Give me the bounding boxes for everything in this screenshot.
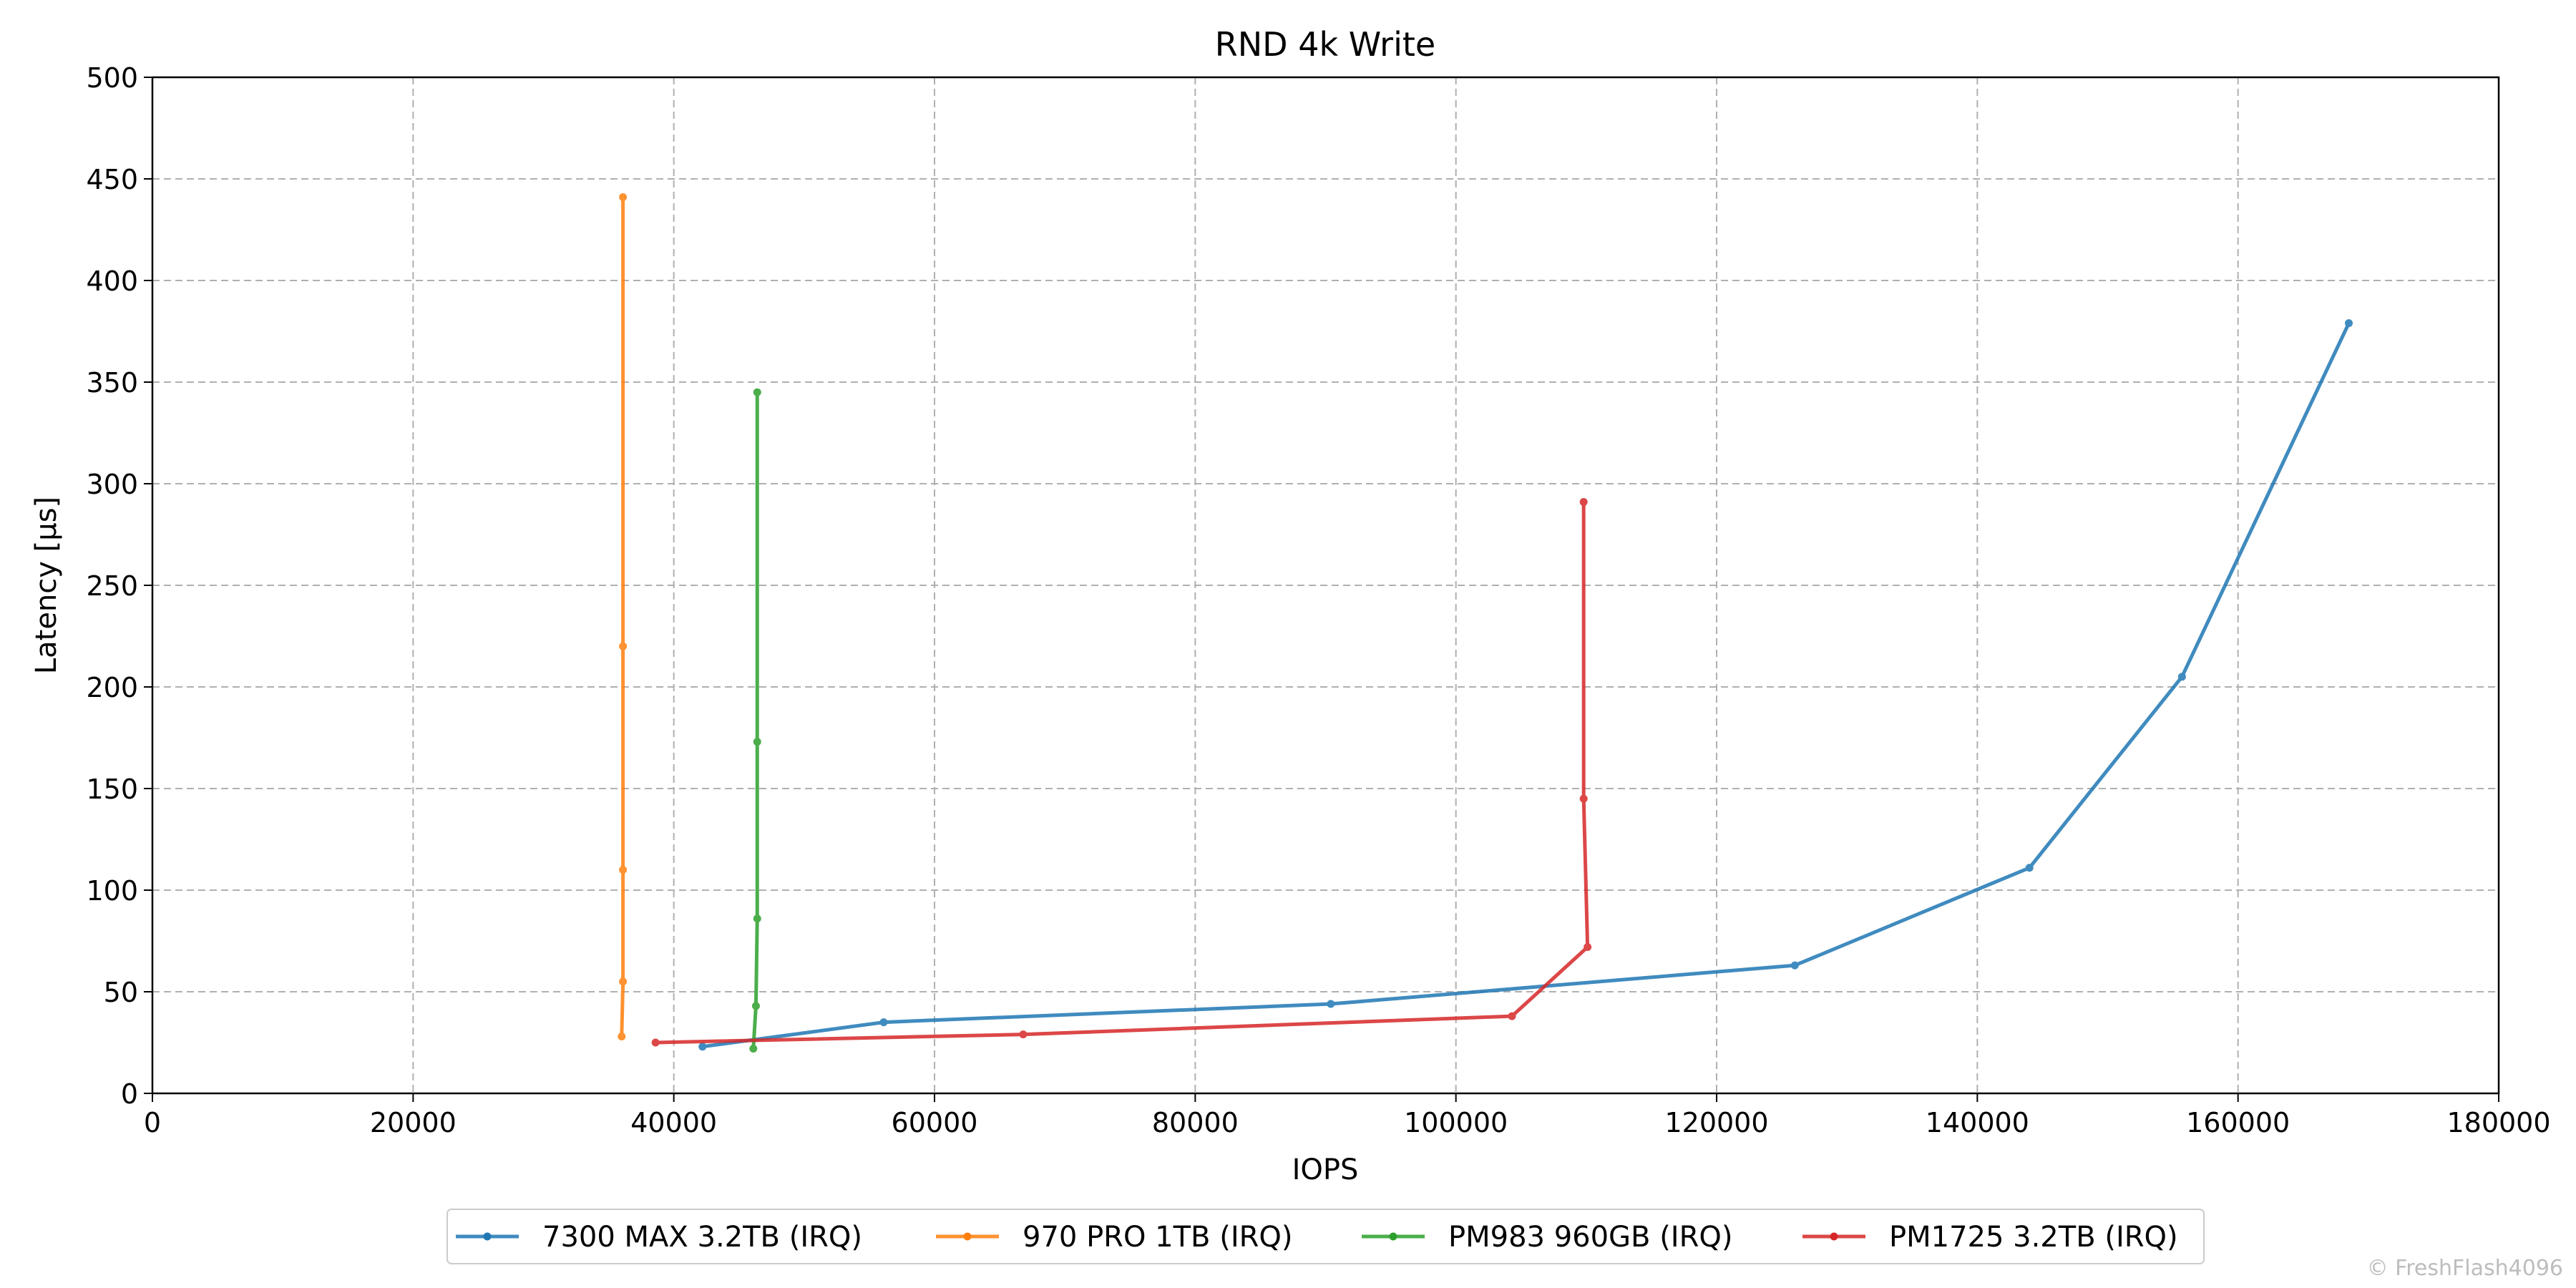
x-tick-label: 100000 xyxy=(1404,1107,1508,1138)
y-tick-label: 150 xyxy=(86,774,138,805)
x-tick-label: 180000 xyxy=(2446,1107,2550,1138)
y-tick-label: 500 xyxy=(86,62,138,94)
legend-label: 970 PRO 1TB (IRQ) xyxy=(1023,1221,1293,1254)
y-tick-label: 50 xyxy=(104,977,138,1008)
data-point xyxy=(2177,673,2186,681)
x-tick-label: 20000 xyxy=(370,1107,457,1138)
x-tick-label: 60000 xyxy=(892,1107,978,1138)
data-point xyxy=(1508,1012,1516,1020)
y-tick-label: 100 xyxy=(86,875,138,907)
y-tick-label: 450 xyxy=(86,164,138,195)
y-axis-label: Latency [µs] xyxy=(30,497,63,674)
x-tick-label: 40000 xyxy=(630,1107,717,1138)
x-tick-label: 80000 xyxy=(1152,1107,1239,1138)
legend-marker xyxy=(1389,1232,1397,1241)
legend-marker xyxy=(483,1232,492,1241)
y-tick-label: 300 xyxy=(86,469,138,500)
y-tick-label: 400 xyxy=(86,265,138,297)
series xyxy=(749,388,761,1053)
data-point xyxy=(751,1002,760,1010)
data-point xyxy=(698,1043,707,1051)
series-line xyxy=(655,502,1590,1045)
legend-label: PM1725 3.2TB (IRQ) xyxy=(1889,1221,2178,1254)
data-point xyxy=(753,738,761,746)
data-point xyxy=(619,866,628,874)
x-tick-label: 120000 xyxy=(1664,1107,1768,1138)
data-point xyxy=(618,1032,626,1040)
data-point xyxy=(753,388,761,396)
data-point xyxy=(619,193,628,202)
data-point xyxy=(651,1038,660,1047)
legend-box xyxy=(447,1209,2205,1264)
data-point xyxy=(753,914,761,923)
y-tick-label: 0 xyxy=(121,1078,138,1110)
series xyxy=(698,319,2353,1051)
series xyxy=(651,498,1592,1047)
legend-label: 7300 MAX 3.2TB (IRQ) xyxy=(542,1221,862,1254)
y-tick-label: 200 xyxy=(86,672,138,703)
series-line xyxy=(751,392,759,1049)
data-point xyxy=(1019,1030,1028,1039)
data-point xyxy=(1327,1000,1335,1008)
data-point xyxy=(1579,794,1588,803)
x-axis-label: IOPS xyxy=(1292,1153,1359,1186)
series-line xyxy=(620,197,625,1037)
data-point xyxy=(1790,961,1799,970)
data-point xyxy=(879,1018,888,1027)
legend-marker xyxy=(963,1232,972,1241)
data-point xyxy=(619,642,628,650)
legend-marker xyxy=(1830,1232,1838,1241)
legend-label: PM983 960GB (IRQ) xyxy=(1448,1221,1732,1254)
data-point xyxy=(1584,943,1592,952)
series xyxy=(618,193,628,1040)
gridlines xyxy=(152,77,2499,1093)
y-ticks: 0 50 100 150 200 250 300 350 400 450 500 xyxy=(86,62,152,1110)
legend: 7300 MAX 3.2TB (IRQ) 970 PRO 1TB (IRQ) PM9… xyxy=(447,1209,2205,1264)
series-lines xyxy=(618,193,2353,1053)
data-point xyxy=(2025,864,2034,872)
watermark: © FreshFlash4096 xyxy=(2366,1256,2563,1281)
data-point xyxy=(2345,319,2353,328)
data-point xyxy=(619,977,628,986)
data-point xyxy=(749,1045,758,1053)
x-tick-label: 160000 xyxy=(2186,1107,2290,1138)
y-tick-label: 350 xyxy=(86,367,138,399)
data-point xyxy=(1579,498,1588,507)
x-tick-label: 0 xyxy=(144,1107,161,1138)
series-line xyxy=(702,322,2351,1049)
y-tick-label: 250 xyxy=(86,570,138,602)
chart-title: RND 4k Write xyxy=(1215,25,1435,64)
x-ticks: 0 20000 40000 60000 80000 100000 120000 140000 1… xyxy=(144,1093,2551,1138)
x-tick-label: 140000 xyxy=(1926,1107,2029,1138)
